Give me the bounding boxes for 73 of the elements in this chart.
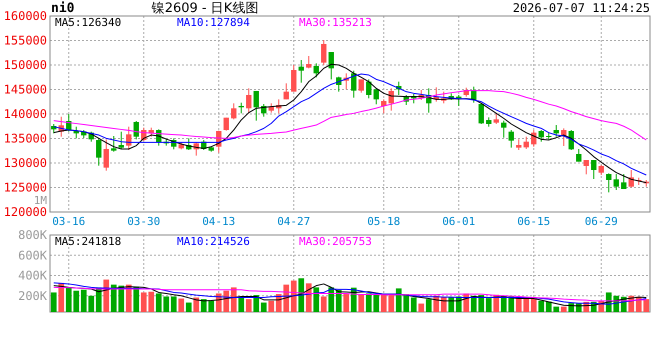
candlestick	[524, 136, 529, 150]
annotation: MA5:241818	[55, 235, 122, 248]
annotation: MA30:205753	[299, 235, 372, 248]
y-tick-label: 140000	[4, 107, 47, 121]
y-tick-label: 125000	[4, 180, 47, 194]
candlestick	[584, 160, 589, 175]
annotation: MA5:126340	[55, 16, 122, 29]
x-tick-label: 03-30	[127, 215, 160, 228]
candlestick	[508, 130, 514, 148]
y-tick-label: 135000	[4, 132, 47, 146]
y-tick-label: 145000	[4, 82, 47, 96]
candlestick	[486, 116, 492, 128]
candlestick	[374, 88, 379, 105]
text: 1M	[34, 194, 48, 207]
x-tick-label: 05-18	[367, 215, 400, 228]
candlestick	[358, 78, 364, 94]
y-tick-label: 200K	[18, 288, 48, 303]
y-tick-label: 160000	[4, 9, 47, 23]
annotation: MA10:127894	[177, 16, 250, 29]
text: 2026-07-07 11:24:25	[512, 1, 650, 15]
candlestick	[298, 60, 304, 84]
candlestick	[576, 148, 582, 162]
candlestick	[516, 138, 522, 151]
candlestick	[291, 64, 296, 92]
candlestick	[478, 102, 484, 124]
candlestick	[126, 126, 132, 151]
candlestick	[531, 130, 536, 148]
candlestick	[351, 70, 356, 98]
candlestick	[381, 98, 386, 114]
candlestick	[621, 174, 626, 190]
candlestick	[118, 131, 124, 150]
candlestick	[494, 112, 499, 124]
chart-title: 镍2609 - 日K线图	[150, 1, 258, 16]
candlestick	[231, 102, 236, 120]
candlestick	[614, 174, 619, 190]
candlestick	[96, 138, 102, 166]
y-tick-label: 800K	[18, 228, 48, 242]
candlestick	[538, 130, 544, 142]
x-tick-label: 06-01	[442, 215, 476, 228]
candlestick	[284, 82, 289, 100]
y-tick-label: 150000	[4, 58, 47, 72]
candlestick	[554, 124, 559, 138]
candlestick	[366, 78, 372, 99]
candlestick	[606, 172, 612, 193]
line-series	[53, 286, 647, 302]
candlestick	[314, 62, 319, 78]
x-tick-label: 04-27	[277, 215, 310, 228]
candlestick	[306, 55, 312, 69]
candlestick	[598, 164, 604, 176]
candlestick	[328, 52, 334, 80]
x-tick-label: 04-13	[202, 215, 236, 228]
y-tick-label: 400K	[18, 268, 48, 283]
x-tick-label: 06-29	[584, 215, 618, 228]
candlestick	[321, 40, 326, 66]
candlestick	[104, 138, 109, 172]
candlestick	[568, 130, 574, 151]
candlestick	[246, 88, 252, 114]
candlestick	[134, 120, 139, 140]
x-tick-label: 06-15	[517, 215, 550, 228]
candlestick	[591, 160, 596, 180]
chart-subtitle: ni0	[51, 1, 75, 16]
y-tick-label: 155000	[4, 34, 47, 48]
annotation: MA10:214526	[177, 235, 250, 248]
y-tick-label: 600K	[18, 248, 48, 262]
candlestick	[224, 117, 229, 132]
candlestick	[238, 102, 244, 114]
y-tick-label: 130000	[4, 156, 47, 170]
candlestick	[501, 120, 506, 138]
y-tick-label: 120000	[4, 205, 47, 219]
candlestick	[254, 90, 259, 122]
candlestick	[388, 88, 394, 112]
x-tick-label: 03-16	[52, 215, 86, 228]
annotation: MA30:135213	[299, 16, 372, 29]
